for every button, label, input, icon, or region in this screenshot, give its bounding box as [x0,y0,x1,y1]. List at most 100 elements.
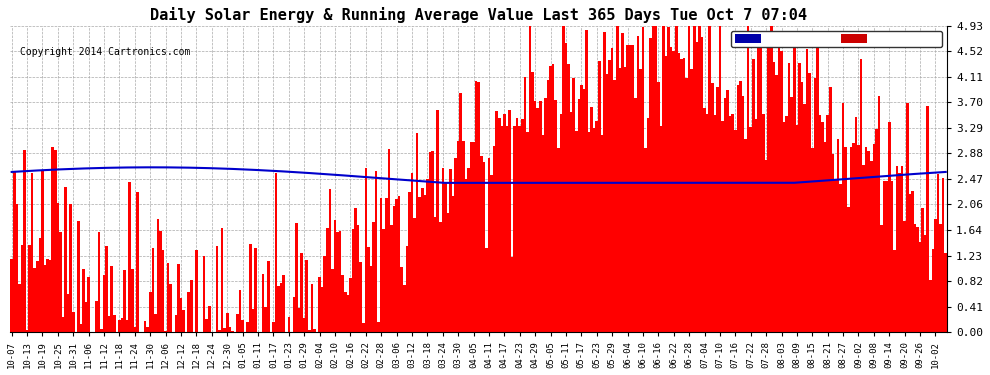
Bar [85,302,87,332]
Bar [475,81,477,332]
Bar [627,45,629,332]
Bar [567,64,570,332]
Bar [434,217,437,332]
Bar [98,232,100,332]
Bar [18,284,21,332]
Bar [251,309,254,332]
Bar [144,321,147,332]
Bar [867,151,870,332]
Bar [87,278,90,332]
Bar [619,68,621,332]
Bar [847,207,849,332]
Bar [632,45,634,332]
Bar [67,294,69,332]
Bar [469,142,472,332]
Bar [819,115,822,332]
Bar [944,253,947,332]
Bar [287,317,290,332]
Bar [544,98,546,332]
Bar [852,142,854,332]
Bar [911,191,914,332]
Bar [161,250,164,332]
Bar [524,77,526,332]
Bar [113,315,116,332]
Bar [783,122,785,332]
Bar [229,327,231,332]
Bar [324,256,326,332]
Bar [382,230,385,332]
Bar [875,129,878,332]
Bar [395,199,398,332]
Bar [788,63,790,332]
Bar [688,26,690,332]
Bar [803,104,806,332]
Bar [79,324,82,332]
Bar [588,132,590,332]
Bar [485,248,488,332]
Bar [896,166,898,332]
Bar [546,80,549,332]
Bar [698,26,701,332]
Bar [575,131,577,332]
Bar [844,147,847,332]
Bar [885,181,888,332]
Bar [100,329,103,332]
Bar [411,173,413,332]
Bar [878,96,880,332]
Bar [64,187,67,332]
Bar [247,322,249,332]
Bar [295,223,298,332]
Bar [806,50,809,332]
Bar [332,269,334,332]
Bar [549,66,551,332]
Bar [521,119,524,332]
Bar [652,26,654,332]
Bar [457,141,459,332]
Bar [342,275,344,332]
Bar [226,313,229,332]
Bar [832,154,835,332]
Bar [419,197,421,332]
Bar [111,266,113,332]
Bar [780,51,783,332]
Bar [862,165,865,332]
Bar [606,74,608,332]
Bar [519,126,521,332]
Bar [721,122,724,332]
Bar [919,242,922,332]
Bar [765,160,767,332]
Bar [514,126,516,332]
Bar [814,78,816,332]
Bar [551,64,554,332]
Bar [300,253,303,332]
Bar [732,114,734,332]
Bar [590,107,593,332]
Bar [274,173,277,332]
Bar [672,51,675,332]
Bar [642,27,644,332]
Bar [432,152,434,332]
Bar [237,314,239,332]
Bar [511,257,514,332]
Bar [488,158,490,332]
Bar [677,53,680,332]
Bar [195,251,198,332]
Bar [464,179,467,332]
Bar [354,208,356,332]
Bar [854,117,857,332]
Bar [380,198,382,332]
Bar [121,318,124,332]
Bar [137,192,139,332]
Bar [367,248,369,332]
Bar [59,232,61,332]
Bar [249,243,251,332]
Bar [719,26,721,332]
Bar [940,224,941,332]
Bar [690,69,693,332]
Bar [151,248,154,332]
Bar [916,227,919,332]
Bar [344,292,346,332]
Bar [754,118,757,332]
Bar [506,126,508,332]
Bar [105,246,108,332]
